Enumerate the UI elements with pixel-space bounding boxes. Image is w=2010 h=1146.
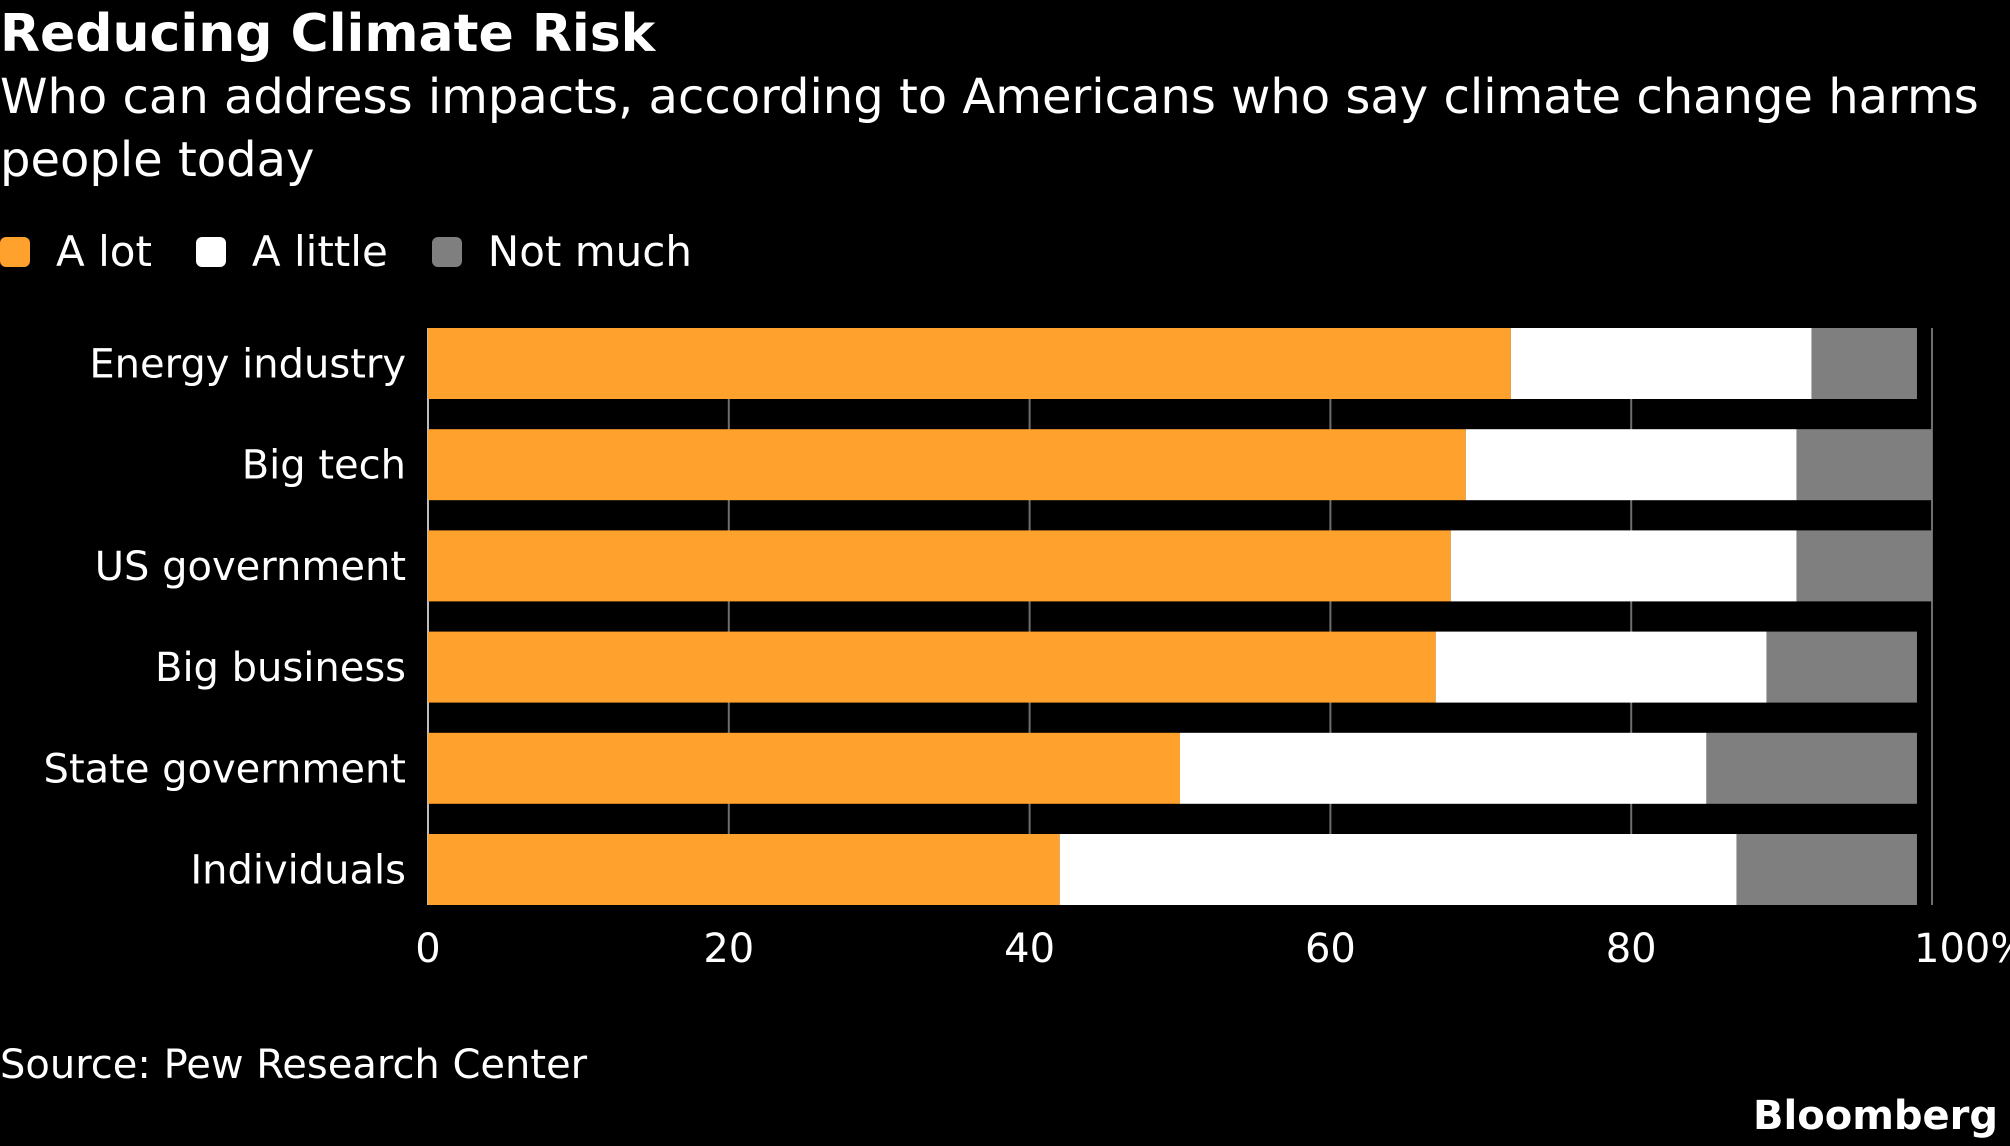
bar-energy-industry-a-lot: [428, 328, 1511, 399]
category-label-big-business: Big business: [155, 645, 406, 691]
bar-energy-industry-not-much: [1811, 328, 1917, 399]
category-label-big-tech: Big tech: [242, 443, 406, 489]
bloomberg-logo: Bloomberg: [1753, 1093, 1998, 1139]
legend-label-a-little: A little: [251, 227, 388, 276]
legend-item-a-lot: A lot: [0, 222, 152, 282]
bar-state-government-a-little: [1180, 732, 1707, 804]
legend-label-a-lot: A lot: [56, 227, 152, 276]
category-label-state-government: State government: [44, 746, 406, 792]
legend: A lot A little Not much: [0, 222, 736, 282]
legend-item-not-much: Not much: [431, 222, 692, 282]
legend-label-not-much: Not much: [487, 227, 692, 276]
bar-individuals-not-much: [1736, 834, 1917, 905]
category-label-individuals: Individuals: [190, 848, 406, 894]
category-label-energy-industry: Energy industry: [89, 342, 406, 388]
x-tick-label: 20: [703, 926, 754, 972]
x-tick-label: 80: [1606, 926, 1657, 972]
bar-state-government-not-much: [1706, 732, 1917, 804]
bar-us-government-a-little: [1450, 530, 1797, 602]
bar-energy-industry-a-little: [1510, 328, 1812, 399]
bar-individuals-a-lot: [428, 834, 1060, 905]
category-label-us-government: US government: [95, 544, 406, 590]
bar-big-business-a-little: [1435, 631, 1767, 703]
legend-swatch-a-lot: [0, 237, 30, 267]
legend-item-a-little: A little: [195, 222, 388, 282]
bar-big-tech-not-much: [1796, 429, 1932, 501]
bar-state-government-a-lot: [428, 732, 1180, 804]
x-tick-label: 0: [415, 926, 440, 972]
bar-big-business-a-lot: [428, 631, 1436, 703]
chart-subtitle: Who can address impacts, according to Am…: [0, 69, 1979, 188]
bar-big-tech-a-little: [1465, 429, 1797, 501]
source-note: Source: Pew Research Center: [0, 1042, 588, 1088]
x-tick-label: 40: [1004, 926, 1055, 972]
x-tick-label: 60: [1305, 926, 1356, 972]
chart-title: Reducing Climate Risk: [0, 4, 656, 64]
stacked-bar-chart: Energy industry Big tech US government Big …: [44, 328, 2010, 972]
legend-swatch-a-little: [195, 237, 226, 267]
legend-swatch-not-much: [431, 237, 462, 267]
bar-big-business-not-much: [1766, 631, 1917, 703]
x-tick-label: 100%: [1914, 926, 2010, 972]
bar-individuals-a-little: [1059, 834, 1737, 905]
bar-big-tech-a-lot: [428, 429, 1466, 501]
bar-us-government-not-much: [1796, 530, 1932, 602]
bar-us-government-a-lot: [428, 530, 1451, 602]
